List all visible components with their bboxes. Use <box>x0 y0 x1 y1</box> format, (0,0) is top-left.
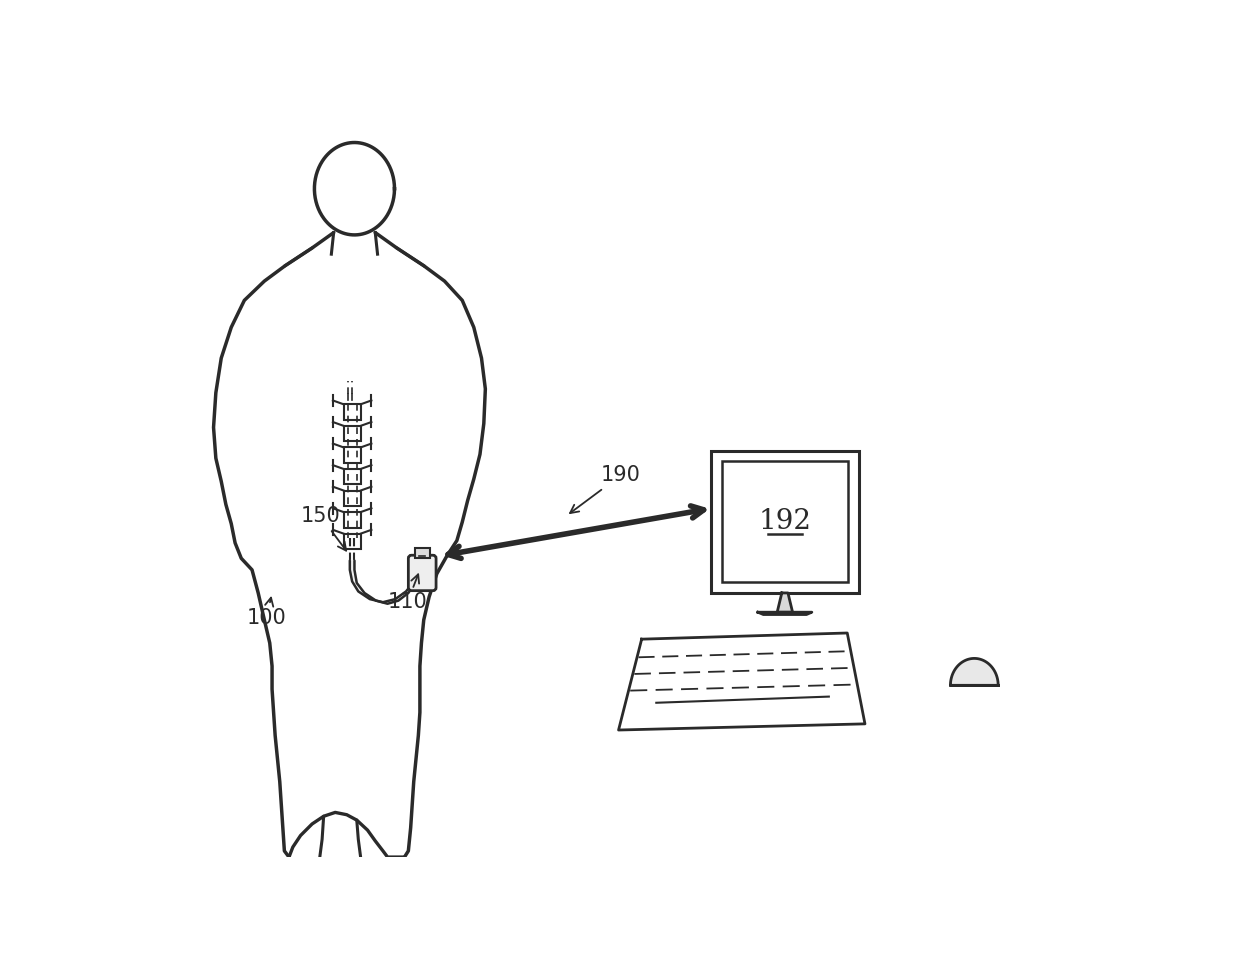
Bar <box>343 534 361 549</box>
Text: 100: 100 <box>247 598 286 628</box>
Bar <box>343 490 361 506</box>
Text: 110: 110 <box>388 574 428 612</box>
Bar <box>343 469 361 484</box>
Bar <box>343 404 361 420</box>
Polygon shape <box>350 560 419 604</box>
Bar <box>711 451 859 593</box>
Polygon shape <box>777 593 792 612</box>
Polygon shape <box>950 659 998 686</box>
Text: 192: 192 <box>759 508 811 535</box>
Bar <box>414 548 430 559</box>
Polygon shape <box>619 633 866 730</box>
Bar <box>343 512 361 528</box>
Bar <box>343 426 361 441</box>
FancyBboxPatch shape <box>408 556 436 590</box>
Bar <box>343 448 361 463</box>
Polygon shape <box>758 612 812 614</box>
Text: 150: 150 <box>300 507 346 551</box>
Text: 190: 190 <box>570 465 641 513</box>
Bar <box>722 461 848 583</box>
